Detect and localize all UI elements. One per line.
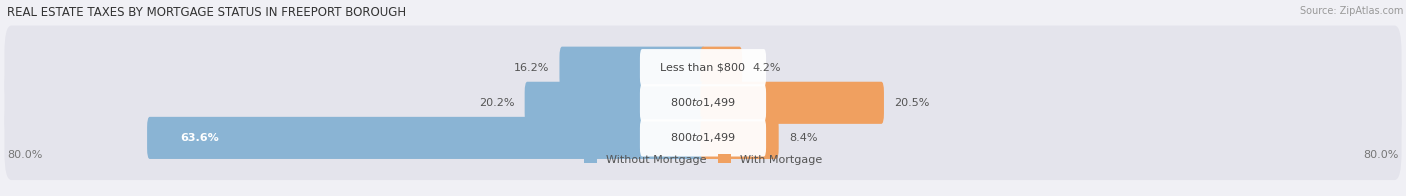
Text: $800 to $1,499: $800 to $1,499: [671, 96, 735, 109]
FancyBboxPatch shape: [560, 47, 706, 89]
Legend: Without Mortgage, With Mortgage: Without Mortgage, With Mortgage: [583, 154, 823, 165]
FancyBboxPatch shape: [4, 25, 1402, 110]
Text: 4.2%: 4.2%: [752, 63, 782, 73]
Text: 80.0%: 80.0%: [7, 150, 42, 160]
Text: Source: ZipAtlas.com: Source: ZipAtlas.com: [1299, 6, 1403, 16]
Text: Less than $800: Less than $800: [661, 63, 745, 73]
Text: 16.2%: 16.2%: [513, 63, 548, 73]
FancyBboxPatch shape: [4, 61, 1402, 145]
FancyBboxPatch shape: [640, 84, 766, 121]
FancyBboxPatch shape: [700, 117, 779, 159]
FancyBboxPatch shape: [640, 49, 766, 86]
FancyBboxPatch shape: [524, 82, 706, 124]
Text: 20.2%: 20.2%: [478, 98, 515, 108]
Text: REAL ESTATE TAXES BY MORTGAGE STATUS IN FREEPORT BOROUGH: REAL ESTATE TAXES BY MORTGAGE STATUS IN …: [7, 6, 406, 19]
FancyBboxPatch shape: [4, 96, 1402, 180]
FancyBboxPatch shape: [700, 47, 742, 89]
Text: 80.0%: 80.0%: [1364, 150, 1399, 160]
FancyBboxPatch shape: [640, 119, 766, 157]
FancyBboxPatch shape: [700, 82, 884, 124]
Text: 20.5%: 20.5%: [894, 98, 929, 108]
Text: 8.4%: 8.4%: [789, 133, 818, 143]
Text: $800 to $1,499: $800 to $1,499: [671, 131, 735, 144]
Text: 63.6%: 63.6%: [180, 133, 219, 143]
FancyBboxPatch shape: [148, 117, 706, 159]
